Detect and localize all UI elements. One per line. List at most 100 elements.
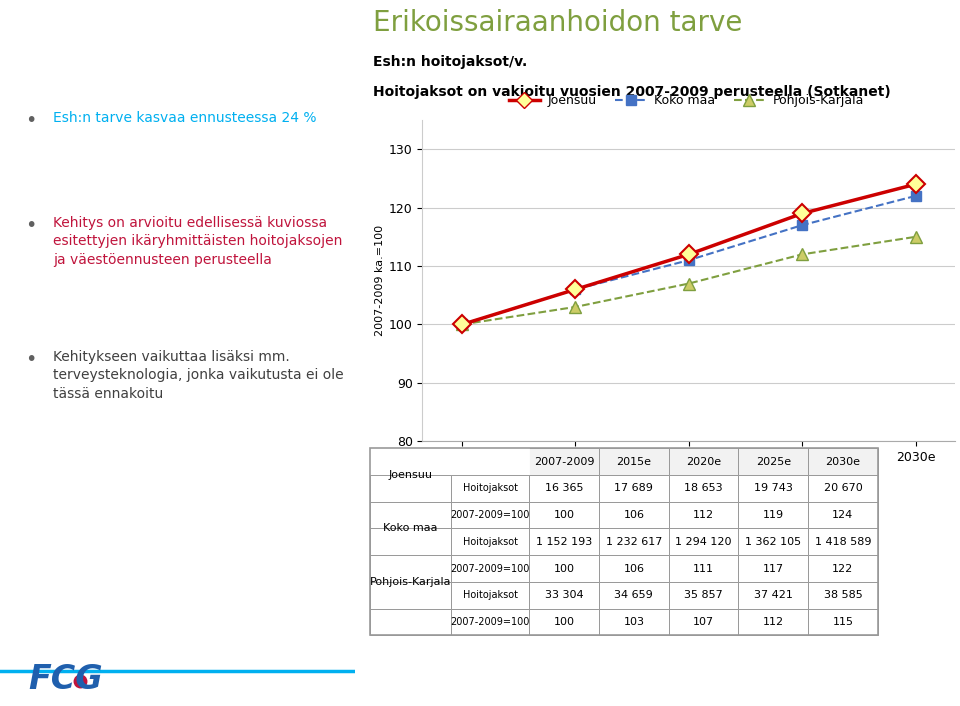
Text: 122: 122 (832, 563, 853, 573)
Text: 106: 106 (623, 563, 644, 573)
Bar (738, 529, 808, 555)
Bar (451, 448, 529, 475)
Text: 2007-2009: 2007-2009 (534, 457, 594, 467)
Text: 35 857: 35 857 (684, 590, 723, 600)
Text: 115: 115 (832, 617, 853, 627)
Text: 124: 124 (832, 510, 853, 520)
Text: •: • (25, 216, 36, 235)
Bar (669, 582, 738, 609)
Text: 20 670: 20 670 (824, 484, 862, 493)
Text: 38 585: 38 585 (824, 590, 862, 600)
Text: 33 304: 33 304 (545, 590, 584, 600)
Text: 2015e: 2015e (616, 457, 652, 467)
Bar (808, 502, 877, 529)
Bar (738, 475, 808, 502)
Text: Joensuu: Joensuu (388, 470, 432, 480)
Text: 100: 100 (554, 617, 575, 627)
Text: 34 659: 34 659 (614, 590, 653, 600)
Bar (370, 448, 877, 635)
Text: 119: 119 (762, 510, 783, 520)
Text: 1 294 120: 1 294 120 (675, 537, 732, 547)
Bar (738, 448, 808, 475)
Text: Joensuun kaupunki: Joensuun kaupunki (21, 18, 199, 35)
Text: 112: 112 (693, 510, 714, 520)
Text: 19 743: 19 743 (754, 484, 793, 493)
Text: 2030e: 2030e (826, 457, 860, 467)
Text: Hoitojaksot: Hoitojaksot (463, 537, 517, 547)
Bar (529, 529, 599, 555)
Legend: Joensuu, Koko maa, Pohjois-Karjala: Joensuu, Koko maa, Pohjois-Karjala (509, 94, 864, 107)
Bar (451, 475, 529, 502)
Bar (529, 448, 599, 475)
Text: Kehitys on arvioitu edellisessä kuviossa
esitettyjen ikäryhmittäisten hoitojakso: Kehitys on arvioitu edellisessä kuviossa… (53, 216, 343, 267)
Bar (599, 529, 669, 555)
Bar (669, 555, 738, 582)
Text: 2007-2009=100: 2007-2009=100 (450, 563, 530, 573)
Bar (599, 555, 669, 582)
Text: 1 362 105: 1 362 105 (745, 537, 802, 547)
Bar (669, 529, 738, 555)
Text: 17 689: 17 689 (614, 484, 654, 493)
Y-axis label: 2007-2009 ka.=100: 2007-2009 ka.=100 (374, 225, 385, 336)
Bar (451, 609, 529, 635)
Bar (451, 555, 529, 582)
Bar (738, 609, 808, 635)
Bar (738, 555, 808, 582)
Bar (808, 529, 877, 555)
Text: Esh:n hoitojaksot/v.: Esh:n hoitojaksot/v. (373, 55, 528, 68)
Bar (529, 582, 599, 609)
Text: 112: 112 (762, 617, 783, 627)
Bar (529, 609, 599, 635)
Text: 2007-2009=100: 2007-2009=100 (450, 510, 530, 520)
Bar (599, 582, 669, 609)
Text: 107: 107 (693, 617, 714, 627)
Text: 1 232 617: 1 232 617 (606, 537, 662, 547)
Bar (599, 502, 669, 529)
Text: 2020e: 2020e (686, 457, 721, 467)
Bar (669, 448, 738, 475)
Bar (370, 555, 451, 582)
Bar (451, 582, 529, 609)
Bar (529, 502, 599, 529)
Text: •: • (25, 350, 36, 369)
Bar (808, 582, 877, 609)
Bar (669, 475, 738, 502)
Text: Hoitojaksot: Hoitojaksot (463, 484, 517, 493)
Bar (370, 448, 451, 475)
Text: 16 365: 16 365 (545, 484, 584, 493)
Text: Erikoissairaanhoidon tarve: Erikoissairaanhoidon tarve (373, 8, 743, 37)
Bar (451, 502, 529, 529)
Bar (738, 502, 808, 529)
Bar (808, 475, 877, 502)
Bar (370, 529, 451, 555)
Text: FCG: FCG (29, 663, 103, 695)
Text: Hoitojaksot: Hoitojaksot (463, 590, 517, 600)
Text: Esh:n tarve kasvaa ennusteessa 24 %: Esh:n tarve kasvaa ennusteessa 24 % (53, 112, 317, 125)
Bar (370, 582, 451, 609)
Text: 2007-2009=100: 2007-2009=100 (450, 617, 530, 627)
Text: 37 421: 37 421 (754, 590, 793, 600)
Bar (370, 502, 451, 529)
Text: 111: 111 (693, 563, 714, 573)
Text: 103: 103 (623, 617, 644, 627)
Text: 2025e: 2025e (756, 457, 791, 467)
Bar (669, 502, 738, 529)
Bar (529, 475, 599, 502)
Bar (808, 448, 877, 475)
Text: 18 653: 18 653 (684, 484, 723, 493)
Bar (370, 609, 451, 635)
Text: Pohjois-Karjala: Pohjois-Karjala (370, 577, 451, 587)
Text: 1 152 193: 1 152 193 (536, 537, 592, 547)
Text: 100: 100 (554, 563, 575, 573)
Bar (370, 475, 451, 502)
Bar (529, 555, 599, 582)
Bar (599, 609, 669, 635)
Bar (669, 609, 738, 635)
Text: •: • (25, 112, 36, 130)
Text: 100: 100 (554, 510, 575, 520)
Text: 1 418 589: 1 418 589 (815, 537, 872, 547)
Bar (451, 529, 529, 555)
Bar (808, 555, 877, 582)
Text: Kehitykseen vaikuttaa lisäksi mm.
terveysteknologia, jonka vaikutusta ei ole
täs: Kehitykseen vaikuttaa lisäksi mm. tervey… (53, 350, 344, 401)
Text: 117: 117 (762, 563, 783, 573)
